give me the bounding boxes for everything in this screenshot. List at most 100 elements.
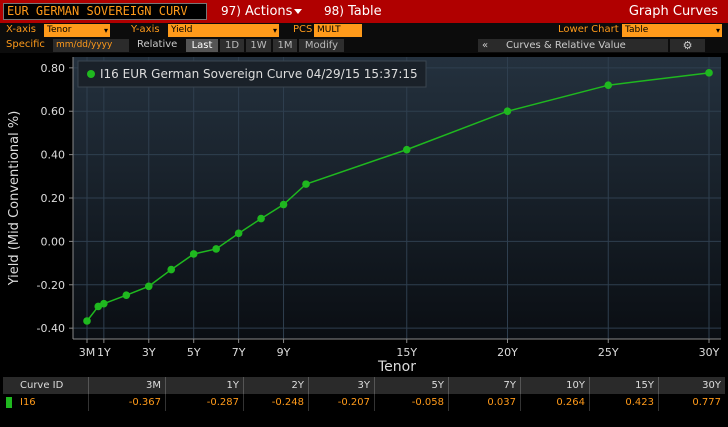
date-placeholder: mm/dd/yyyy (56, 40, 113, 50)
chevron-down-icon (294, 9, 303, 14)
data-point (122, 291, 131, 299)
table-cell: 0.037 (448, 394, 520, 411)
modify-button[interactable]: Modify (299, 39, 344, 52)
data-point (100, 299, 108, 308)
x-tick-label: 3M (79, 346, 96, 359)
table-cell: 0.777 (658, 394, 725, 411)
data-point (144, 282, 153, 291)
y-tick-label: 0.20 (41, 192, 66, 205)
table-cell: -0.248 (243, 394, 308, 411)
x-tick-label: 5Y (187, 346, 201, 359)
x-tick-label: 15Y (396, 346, 417, 359)
yaxis-value: Yield (171, 25, 193, 35)
column-header: 1Y (165, 377, 243, 394)
y-axis-label: Yield (Mid Conventional %) (7, 111, 22, 287)
table-cell: -0.058 (374, 394, 448, 411)
specific-label: Specific (6, 39, 45, 50)
table-label: Table (347, 4, 382, 19)
curves-relative-value-button[interactable]: « Curves & Relative Value (478, 39, 668, 52)
graph-curves-title: Graph Curves (628, 4, 718, 19)
collapse-arrow-icon: « (482, 40, 489, 51)
data-point (212, 245, 220, 253)
x-tick-label: 30Y (699, 346, 720, 359)
axis-settings-row: X-axis Tenor ▾ Y-axis Yield ▾ PCS MULT Low… (0, 23, 728, 38)
table-row[interactable]: I16 -0.367 -0.287 -0.248 -0.207 -0.058 0.037 0… (3, 394, 725, 411)
gear-icon[interactable]: ⚙ (670, 39, 705, 52)
relative-label: Relative (137, 39, 178, 50)
data-point (234, 229, 243, 238)
table-header: Curve ID 3M 1Y 2Y 3Y 5Y 7Y 10Y 15Y 30Y (3, 377, 725, 394)
specific-date-input[interactable]: mm/dd/yyyy (53, 39, 129, 52)
column-header: 5Y (374, 377, 448, 394)
curve-id-cell: I16 (20, 397, 36, 408)
1d-button[interactable]: 1D (220, 39, 244, 52)
data-point (402, 145, 411, 154)
column-header: 3Y (308, 377, 374, 394)
1m-button[interactable]: 1M (273, 39, 297, 52)
data-point (94, 302, 103, 311)
data-point (302, 180, 310, 188)
data-point (705, 69, 713, 77)
x-tick-label: 1Y (97, 346, 111, 359)
yaxis-select[interactable]: Yield ▾ (168, 24, 279, 37)
x-tick-label: 3Y (142, 346, 156, 359)
series-color-swatch (6, 397, 12, 408)
1w-button[interactable]: 1W (246, 39, 271, 52)
data-point (189, 250, 198, 258)
legend-box (77, 60, 427, 88)
legend-label: I16 EUR German Sovereign Curve 04/29/15 … (100, 67, 418, 81)
data-point (604, 81, 613, 89)
legend: I16 EUR German Sovereign Curve 04/29/15 … (77, 60, 427, 88)
pcs-value: MULT (317, 25, 341, 35)
table-cell: -0.207 (308, 394, 374, 411)
data-point (83, 317, 91, 325)
x-axis-label: Tenor (377, 359, 416, 375)
yaxis-label: Y-axis (131, 24, 160, 35)
data-point (503, 107, 512, 116)
data-point (257, 214, 265, 223)
column-header: 7Y (448, 377, 520, 394)
data-point (167, 265, 176, 274)
pcs-field[interactable]: MULT (314, 24, 362, 37)
column-header: 15Y (589, 377, 658, 394)
security-field[interactable]: EUR GERMAN SOVEREIGN CURV (3, 3, 207, 20)
dropdown-icon: ▾ (272, 26, 277, 35)
column-header: 30Y (658, 377, 725, 394)
table-cell: -0.367 (88, 394, 165, 411)
y-tick-label: -0.20 (37, 279, 65, 292)
pcs-label: PCS (293, 24, 313, 35)
data-point (279, 200, 288, 209)
dropdown-icon: ▾ (715, 26, 720, 35)
xaxis-value: Tenor (47, 25, 72, 35)
series-line (86, 72, 710, 322)
x-tick-label: 7Y (232, 346, 246, 359)
yield-curve-chart: 0.80 0.60 0.40 0.20 0.00 -0.20 -0.40 3M 1Y 3Y 5Y 7… (0, 53, 728, 375)
x-tick-label: 25Y (598, 346, 619, 359)
last-button[interactable]: Last (186, 39, 218, 52)
table-cell: 0.264 (520, 394, 589, 411)
legend-marker (87, 70, 95, 78)
table-number: 98) (324, 4, 344, 18)
xaxis-label: X-axis (6, 24, 36, 35)
lower-chart-select[interactable]: Table ▾ (622, 24, 722, 37)
curves-relative-value-label: Curves & Relative Value (506, 40, 626, 51)
xaxis-select[interactable]: Tenor ▾ (44, 24, 110, 37)
y-tick-label: 0.80 (41, 62, 66, 75)
y-tick-label: 0.60 (41, 105, 66, 118)
curve-id-header: Curve ID (20, 380, 64, 391)
column-header: 2Y (243, 377, 308, 394)
y-tick-label: 0.00 (41, 235, 66, 248)
y-tick-label: -0.40 (37, 322, 65, 335)
x-tick-label: 20Y (497, 346, 518, 359)
chart-svg: 0.80 0.60 0.40 0.20 0.00 -0.20 -0.40 3M 1Y 3Y 5Y 7… (7, 57, 721, 375)
actions-menu-button[interactable]: 97) Actions (221, 3, 303, 20)
title-bar: EUR GERMAN SOVEREIGN CURV 97) Actions 98)… (0, 0, 728, 23)
actions-label: Actions (244, 4, 293, 19)
lower-chart-value: Table (625, 25, 649, 35)
table-cell: 0.423 (589, 394, 658, 411)
actions-number: 97) (221, 4, 241, 18)
column-header: 10Y (520, 377, 589, 394)
y-tick-label: 0.40 (41, 149, 66, 162)
table-button[interactable]: 98) Table (324, 3, 382, 20)
column-header: 3M (88, 377, 165, 394)
